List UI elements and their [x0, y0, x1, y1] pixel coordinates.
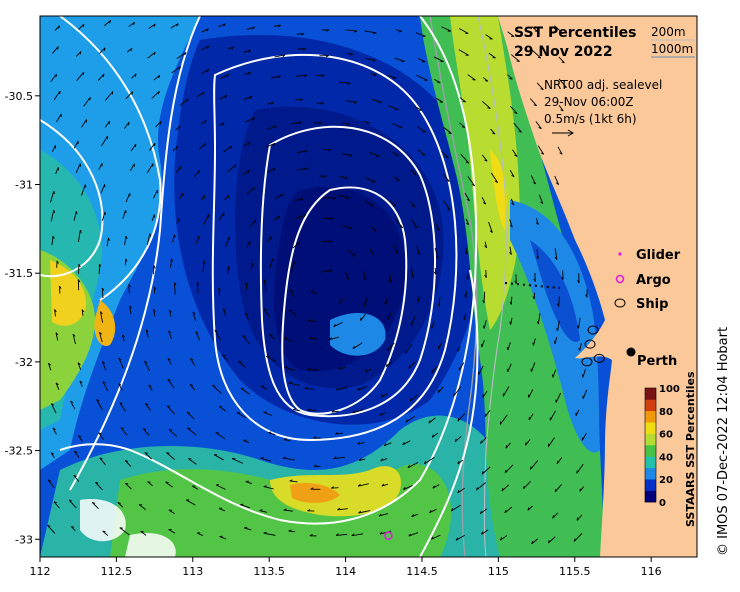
colorbar-segment — [645, 445, 656, 457]
ship-legend-icon — [614, 298, 626, 308]
scale-arrow-icon — [552, 129, 574, 137]
credit-text: © IMOS 07-Dec-2022 12:04 Hobart — [716, 326, 731, 556]
colorbar-tick: 0 — [659, 498, 666, 509]
x-tick-label: 116 — [641, 565, 662, 578]
colorbar-segment — [645, 410, 656, 423]
city-label: Perth — [637, 354, 677, 369]
x-tick-label: 112.5 — [101, 565, 133, 578]
map-title: SST Percentiles — [514, 25, 637, 41]
ship-marker — [587, 325, 599, 335]
x-axis: 112 112.5 113 113.5 114 114.5 115 115.5 116 — [30, 557, 662, 578]
colorbar-segment — [645, 479, 656, 491]
ship-markers — [581, 325, 605, 367]
colorbar-tick: 100 — [659, 384, 680, 395]
current-vectors — [47, 20, 588, 545]
colorbar-segment — [645, 467, 656, 480]
colorbar-segment — [645, 456, 656, 469]
colorbar-segment — [645, 399, 656, 412]
colorbar-segment — [645, 388, 656, 400]
ship-marker — [593, 353, 605, 363]
colorbar-label: SSTAARS SST Percentiles — [684, 371, 697, 527]
x-tick-label: 114 — [335, 565, 356, 578]
isobath-deep-label: 1000m — [651, 42, 693, 56]
glider-legend-icon — [618, 252, 622, 256]
isobath-1000m — [429, 16, 478, 557]
x-tick-label: 115.5 — [559, 565, 591, 578]
colorbar-tick: 80 — [659, 407, 673, 418]
argo-markers — [384, 531, 393, 541]
colorbar-segment — [645, 490, 656, 503]
colorbar-tick: 20 — [659, 475, 673, 486]
colorbar-segment — [645, 422, 656, 434]
isobath-shallow-label: 200m — [651, 25, 686, 39]
x-tick-label: 113.5 — [253, 565, 285, 578]
isobath-200m — [477, 16, 507, 557]
legend-glider: Glider — [636, 248, 681, 263]
argo-marker — [384, 531, 393, 541]
current-info-line1: NRT00 adj. sealevel — [544, 78, 662, 92]
y-tick-label: -32 — [15, 356, 33, 369]
argo-legend-icon — [615, 274, 625, 284]
current-info-line3: 0.5m/s (1kt 6h) — [544, 112, 637, 126]
sealevel-contours — [40, 16, 479, 557]
x-tick-label: 114.5 — [406, 565, 438, 578]
ship-marker — [584, 339, 596, 349]
colorbar-segment — [645, 433, 656, 446]
x-tick-label: 115 — [488, 565, 509, 578]
y-tick-label: -32.5 — [5, 445, 33, 458]
x-tick-label: 112 — [30, 565, 51, 578]
colorbar-tick: 40 — [659, 452, 673, 463]
legend-argo: Argo — [636, 273, 671, 288]
y-tick-label: -31.5 — [5, 267, 33, 280]
current-info-line2: 29-Nov 06:00Z — [544, 95, 634, 109]
colorbar: 100 80 60 40 20 0 — [644, 384, 680, 509]
y-tick-label: -31 — [15, 179, 33, 192]
perth-marker — [626, 347, 636, 357]
colorbar-tick: 60 — [659, 430, 673, 441]
legend-ship: Ship — [636, 297, 668, 312]
sst-field — [40, 16, 605, 557]
y-tick-label: -30.5 — [5, 90, 33, 103]
map-date: 29 Nov 2022 — [514, 44, 613, 60]
ship-marker — [581, 357, 593, 367]
plot-frame — [39, 15, 698, 558]
y-axis: -30.5 -31 -31.5 -32 -32.5 -33 — [5, 90, 40, 546]
x-tick-label: 113 — [182, 565, 203, 578]
y-tick-label: -33 — [15, 533, 33, 546]
